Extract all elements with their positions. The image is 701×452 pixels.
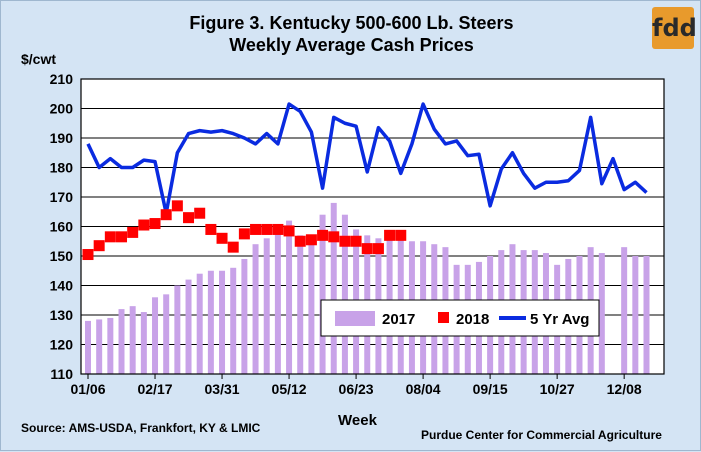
source-note: Source: AMS-USDA, Frankfort, KY & LMIC (21, 421, 261, 435)
line-5yr-avg (86, 102, 648, 215)
legend-label-2017: 2017 (382, 311, 415, 328)
bar-2017-week-14 (230, 267, 237, 374)
marker-2018-week-6 (138, 219, 150, 231)
bar-2017-week-11 (196, 273, 203, 374)
marker-2018-week-13 (216, 232, 228, 244)
x-tick-label-05/12: 05/12 (272, 381, 307, 397)
y-tick-label-170: 170 (50, 189, 74, 205)
bar-2017-week-49 (621, 247, 628, 374)
marker-2018-week-10 (183, 212, 195, 224)
marker-2018-week-11 (194, 207, 206, 219)
marker-2018-week-19 (283, 225, 295, 237)
bar-2017-week-7 (152, 297, 159, 374)
x-tick-label-09/15: 09/15 (473, 381, 508, 397)
y-tick-label-110: 110 (50, 366, 73, 382)
credit-note: Purdue Center for Commercial Agriculture (421, 428, 662, 442)
marker-2018-week-24 (339, 235, 351, 247)
marker-2018-week-21 (305, 234, 317, 246)
marker-2018-week-16 (250, 223, 262, 235)
x-tick-label-08/04: 08/04 (406, 381, 441, 397)
series-5yr-avg-line (86, 102, 648, 215)
legend-swatch-2017 (335, 311, 375, 326)
axes: 110 120 130 140 150 160 170 180 190 200 210 01/06 02… (50, 71, 665, 397)
x-tick-label-12/08: 12/08 (607, 381, 642, 397)
legend-label-5yr: 5 Yr Avg (530, 311, 589, 328)
bar-2017-week-10 (185, 279, 192, 374)
chart-legend: 2017 2018 5 Yr Avg (320, 299, 600, 337)
marker-2018-week-2 (93, 240, 105, 252)
marker-2018-week-3 (104, 231, 116, 243)
marker-2018-week-23 (328, 231, 340, 243)
y-tick-label-180: 180 (50, 160, 74, 176)
fdd-logo-text: fdd (652, 14, 697, 42)
marker-2018-week-25 (350, 235, 362, 247)
bar-2017-week-51 (643, 256, 650, 374)
bar-2017-week-16 (252, 244, 259, 374)
marker-2018-week-4 (116, 231, 128, 243)
y-tick-label-160: 160 (50, 219, 74, 235)
marker-2018-week-5 (127, 226, 139, 238)
marker-2018-week-27 (372, 243, 384, 255)
fdd-logo: fdd (652, 7, 697, 49)
y-tick-label-120: 120 (50, 337, 74, 353)
y-tick-label-190: 190 (50, 130, 74, 146)
chart-title-line-2: Weekly Average Cash Prices (229, 35, 474, 55)
bar-2017-week-17 (263, 238, 270, 374)
bar-2017-week-21 (308, 235, 315, 374)
marker-2018-week-17 (261, 223, 273, 235)
bar-2017-week-1 (85, 320, 91, 374)
bar-2017-week-19 (286, 220, 293, 374)
y-tick-label-210: 210 (50, 71, 74, 87)
y-tick-label-140: 140 (50, 278, 74, 294)
marker-2018-week-18 (272, 223, 284, 235)
plot-frame (80, 78, 665, 375)
marker-2018-week-26 (361, 243, 373, 255)
bar-2017-week-3 (107, 317, 114, 374)
x-tick-label-10/27: 10/27 (540, 381, 575, 397)
x-tick-label-03/31: 03/31 (205, 381, 240, 397)
y-tick-label-130: 130 (50, 307, 74, 323)
bar-2017-week-9 (174, 285, 181, 374)
bar-2017-week-4 (118, 309, 125, 374)
marker-2018-week-14 (227, 241, 239, 253)
chart-title-line-1: Figure 3. Kentucky 500-600 Lb. Steers (189, 13, 514, 33)
x-axis-label: Week (338, 412, 377, 429)
bar-2017-week-47 (598, 253, 605, 374)
bar-2017-week-15 (241, 258, 248, 374)
bar-2017-week-18 (274, 232, 281, 374)
x-tick-label-02/17: 02/17 (137, 381, 172, 397)
marker-2018-week-1 (82, 249, 94, 261)
bar-2017-week-5 (129, 306, 136, 374)
y-tick-label-200: 200 (50, 101, 74, 117)
legend-swatch-2018 (438, 312, 449, 323)
bar-2017-week-22 (319, 214, 326, 374)
marker-2018-week-29 (395, 229, 407, 241)
bar-2017-week-8 (163, 294, 170, 374)
x-tick-label-06/23: 06/23 (339, 381, 374, 397)
y-axis-label: $/cwt (21, 51, 57, 67)
bar-2017-week-2 (96, 319, 103, 374)
legend-label-2018: 2018 (456, 311, 489, 328)
x-tick-label-01/06: 01/06 (70, 381, 105, 397)
bar-2017-week-50 (632, 256, 639, 374)
marker-2018-week-12 (205, 223, 217, 235)
marker-2018-week-9 (171, 200, 183, 212)
marker-2018-week-7 (149, 218, 161, 230)
bar-2017-week-6 (140, 312, 147, 374)
bar-2017-week-20 (297, 235, 304, 374)
series-2018-markers (82, 200, 407, 261)
marker-2018-week-22 (317, 229, 329, 241)
marker-2018-week-28 (384, 229, 396, 241)
bar-2017-week-24 (341, 214, 348, 374)
bar-2017-week-12 (207, 270, 214, 374)
marker-2018-week-15 (238, 228, 250, 240)
marker-2018-week-8 (160, 209, 172, 221)
y-tick-label-150: 150 (50, 248, 74, 264)
bar-2017-week-23 (330, 202, 337, 374)
marker-2018-week-20 (294, 235, 306, 247)
bar-2017-week-13 (219, 270, 226, 374)
